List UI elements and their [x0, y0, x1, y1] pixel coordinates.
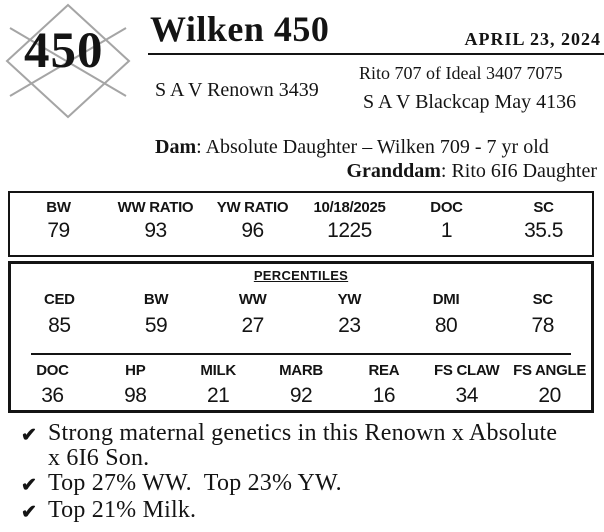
performance-value: 93 — [144, 219, 167, 242]
performance-value: 1 — [440, 219, 453, 242]
granddam-label: Granddam — [346, 160, 441, 182]
performance-column: WW RATIO 93 — [107, 199, 204, 255]
epd-column: MARB 92 — [260, 362, 343, 408]
performance-column-header: 10/18/2025 — [313, 199, 386, 216]
performance-column: DOC 1 — [398, 199, 495, 255]
epd-column: MILK 21 — [177, 362, 260, 408]
epd-percentile-value: 80 — [434, 314, 458, 337]
paternal-granddam: S A V Blackcap May 4136 — [363, 91, 577, 113]
epd-percentile-value: 98 — [124, 384, 147, 407]
note-item: ✔ Top 27% WW. Top 23% YW. — [10, 471, 602, 498]
performance-column: BW 79 — [10, 199, 107, 255]
epd-column: FS CLAW 34 — [425, 362, 508, 408]
dam-separator: : — [196, 136, 206, 158]
performance-column-header: DOC — [430, 199, 463, 216]
note-text: Strong maternal genetics in this Renown … — [48, 420, 564, 471]
epd-column-header: BW — [143, 291, 169, 308]
dam-line: Dam: Absolute Daughter – Wilken 709 - 7 … — [155, 136, 549, 159]
epd-column-header: YW — [337, 291, 362, 308]
paternal-grandsire: Rito 707 of Ideal 3407 7075 — [359, 63, 563, 83]
epd-column: WW 27 — [204, 291, 301, 338]
performance-value: 35.5 — [524, 219, 563, 242]
percentiles-title: PERCENTILES — [253, 268, 349, 283]
note-item: ✔ Strong maternal genetics in this Renow… — [10, 421, 602, 471]
epd-percentile-value: 59 — [144, 314, 168, 337]
epd-column: FS ANGLE 20 — [508, 362, 591, 408]
epd-column: CED 85 — [11, 291, 108, 338]
performance-column-header: YW RATIO — [216, 199, 289, 216]
check-icon: ✔ — [21, 425, 37, 446]
epd-column: BW 59 — [108, 291, 205, 338]
epd-column: SC 78 — [494, 291, 591, 338]
title-underline — [148, 53, 604, 55]
epd-column-header: WW — [238, 291, 267, 308]
epd-column-header: REA — [368, 362, 400, 379]
notes-list: ✔ Strong maternal genetics in this Renow… — [10, 421, 602, 525]
epd-column-header: HP — [125, 362, 146, 379]
epd-column: HP 98 — [94, 362, 177, 408]
lot-badge: 450 — [4, 2, 132, 120]
epd-column: DMI 80 — [398, 291, 495, 338]
animal-name: Wilken 450 — [150, 9, 330, 49]
note-text: Top 21% Milk. — [48, 497, 197, 523]
performance-column-header: SC — [533, 199, 554, 216]
note-item: ✔ Top 21% Milk. — [10, 498, 602, 525]
percentiles-row-2: DOC 36 HP 98 MILK 21 MARB 92 REA 16 FS C… — [11, 362, 591, 408]
percentiles-divider — [31, 353, 571, 355]
epd-column-header: DOC — [36, 362, 69, 379]
performance-column-header: WW RATIO — [117, 199, 194, 216]
percentiles-row-1: CED 85 BW 59 WW 27 YW 23 DMI 80 SC 78 — [11, 291, 591, 338]
epd-column-header: MARB — [279, 362, 323, 379]
performance-table: BW 79 WW RATIO 93 YW RATIO 96 10/18/2025… — [8, 191, 594, 257]
granddam-name: Rito 6I6 Daughter — [451, 160, 597, 182]
epd-column: YW 23 — [301, 291, 398, 338]
percentiles-table: PERCENTILES CED 85 BW 59 WW 27 YW 23 DMI… — [8, 261, 594, 413]
epd-percentile-value: 92 — [289, 384, 313, 407]
dam-name: Absolute Daughter – Wilken 709 - 7 yr ol… — [205, 136, 549, 158]
performance-column: YW RATIO 96 — [204, 199, 301, 255]
epd-percentile-value: 21 — [206, 384, 230, 407]
lot-number: 450 — [24, 23, 104, 79]
epd-percentile-value: 78 — [531, 314, 555, 337]
epd-percentile-value: 23 — [338, 314, 361, 337]
epd-column-header: SC — [532, 291, 554, 308]
epd-percentile-value: 34 — [455, 384, 479, 407]
check-icon: ✔ — [21, 502, 37, 523]
epd-percentile-value: 85 — [48, 314, 71, 337]
epd-percentile-value: 36 — [41, 384, 64, 407]
sire-name: S A V Renown 3439 — [155, 79, 319, 101]
epd-column-header: FS CLAW — [434, 362, 500, 379]
granddam-separator: : — [440, 160, 452, 182]
check-icon: ✔ — [21, 475, 37, 496]
epd-percentile-value: 20 — [538, 384, 561, 407]
epd-column-header: MILK — [200, 362, 236, 379]
note-text: Top 27% WW. Top 23% YW. — [48, 470, 342, 496]
performance-column-header: BW — [46, 199, 71, 216]
epd-column: DOC 36 — [11, 362, 94, 408]
diamond-x-graphic — [5, 3, 131, 119]
epd-column: REA 16 — [342, 362, 425, 408]
epd-column-header: DMI — [432, 291, 460, 308]
epd-percentile-value: 27 — [241, 314, 265, 337]
epd-percentile-value: 16 — [372, 384, 396, 407]
performance-value: 96 — [241, 219, 264, 242]
granddam-line: Granddam: Rito 6I6 Daughter — [346, 160, 597, 183]
epd-column-header: FS ANGLE — [513, 362, 587, 379]
performance-column: SC 35.5 — [495, 199, 592, 255]
performance-value: 1225 — [327, 219, 372, 242]
epd-column-header: CED — [43, 291, 75, 308]
dam-label: Dam — [155, 136, 197, 158]
birth-date: APRIL 23, 2024 — [464, 29, 601, 49]
performance-column: 10/18/2025 1225 — [301, 199, 398, 255]
performance-value: 79 — [47, 219, 70, 242]
